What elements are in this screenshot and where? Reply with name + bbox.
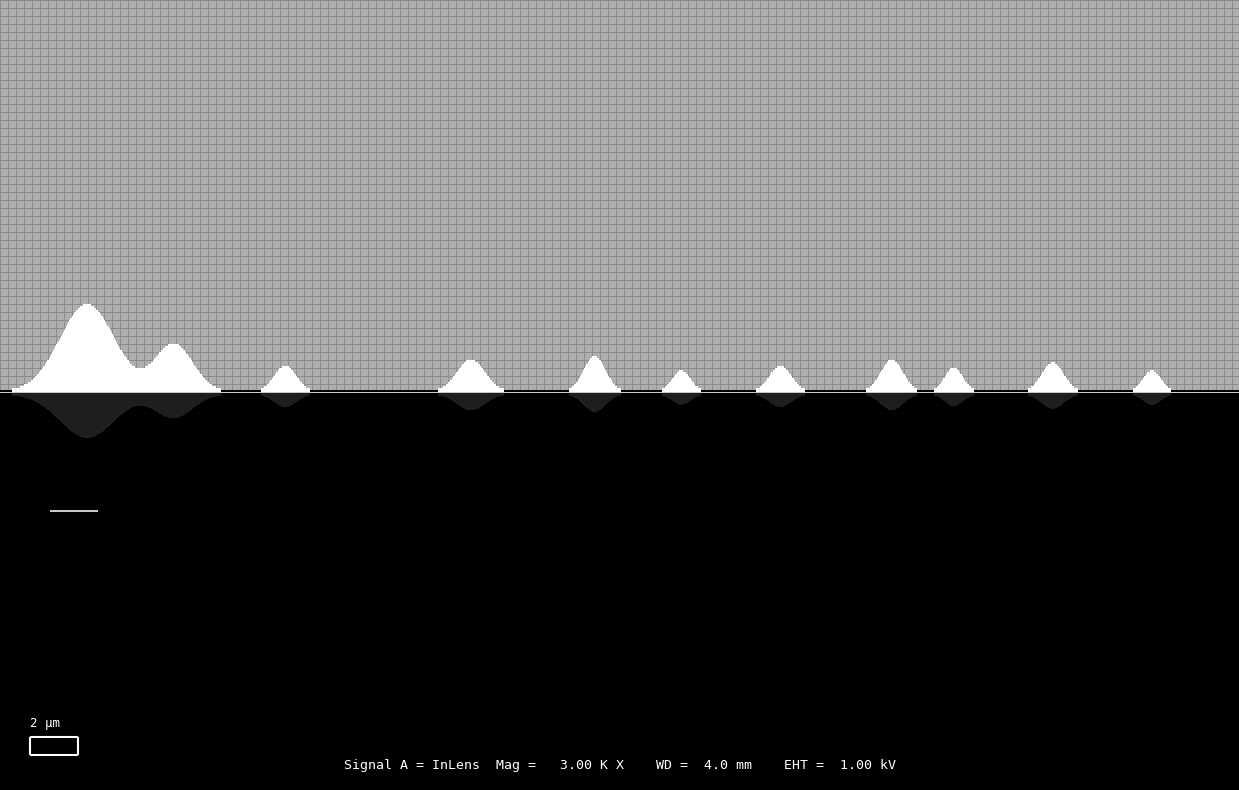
Text: Signal A = InLens  Mag =   3.00 K X    WD =  4.0 mm    EHT =  1.00 kV: Signal A = InLens Mag = 3.00 K X WD = 4.…	[344, 758, 896, 772]
Text: 2 μm: 2 μm	[30, 717, 59, 730]
